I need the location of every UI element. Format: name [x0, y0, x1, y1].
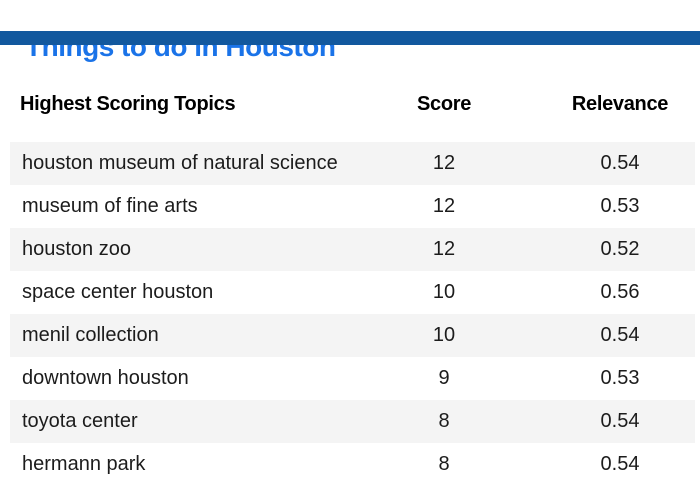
- score-cell: 12: [432, 152, 456, 174]
- table-row: hermann park 8 0.54: [10, 443, 695, 486]
- relevance-cell: 0.53: [600, 367, 640, 389]
- relevance-cell: 0.56: [600, 281, 640, 303]
- score-cell: 10: [432, 324, 456, 346]
- score-cell: 12: [432, 195, 456, 217]
- topic-cell: space center houston: [22, 281, 214, 303]
- table-row: houston zoo 12 0.52: [10, 228, 695, 271]
- relevance-cell: 0.54: [600, 152, 640, 174]
- topic-cell: toyota center: [22, 410, 138, 432]
- score-cell: 8: [438, 453, 450, 475]
- table-row: space center houston 10 0.56: [10, 271, 695, 314]
- table-row: houston museum of natural science 12 0.5…: [10, 142, 695, 185]
- table-row: menil collection 10 0.54: [10, 314, 695, 357]
- top-accent-bar: [0, 31, 700, 45]
- table-row: downtown houston 9 0.53: [10, 357, 695, 400]
- topic-cell: hermann park: [22, 453, 146, 475]
- score-cell: 10: [432, 281, 456, 303]
- topic-cell: menil collection: [22, 324, 159, 346]
- table-body: houston museum of natural science 12 0.5…: [10, 142, 695, 486]
- topic-cell: houston museum of natural science: [22, 152, 338, 174]
- column-header-score: Score: [416, 92, 472, 115]
- table-header-row: Highest Scoring Topics Score Relevance: [10, 89, 695, 119]
- relevance-cell: 0.52: [600, 238, 640, 260]
- topic-cell: downtown houston: [22, 367, 189, 389]
- relevance-cell: 0.54: [600, 410, 640, 432]
- relevance-cell: 0.54: [600, 453, 640, 475]
- table-row: museum of fine arts 12 0.53: [10, 185, 695, 228]
- column-header-relevance: Relevance: [571, 92, 669, 115]
- report-card: Things to do in Houston Highest Scoring …: [0, 31, 700, 500]
- column-header-topics: Highest Scoring Topics: [20, 92, 236, 115]
- relevance-cell: 0.54: [600, 324, 640, 346]
- topic-cell: museum of fine arts: [22, 195, 198, 217]
- relevance-cell: 0.53: [600, 195, 640, 217]
- score-cell: 12: [432, 238, 456, 260]
- score-cell: 9: [438, 367, 450, 389]
- table-row: toyota center 8 0.54: [10, 400, 695, 443]
- score-cell: 8: [438, 410, 450, 432]
- topic-cell: houston zoo: [22, 238, 131, 260]
